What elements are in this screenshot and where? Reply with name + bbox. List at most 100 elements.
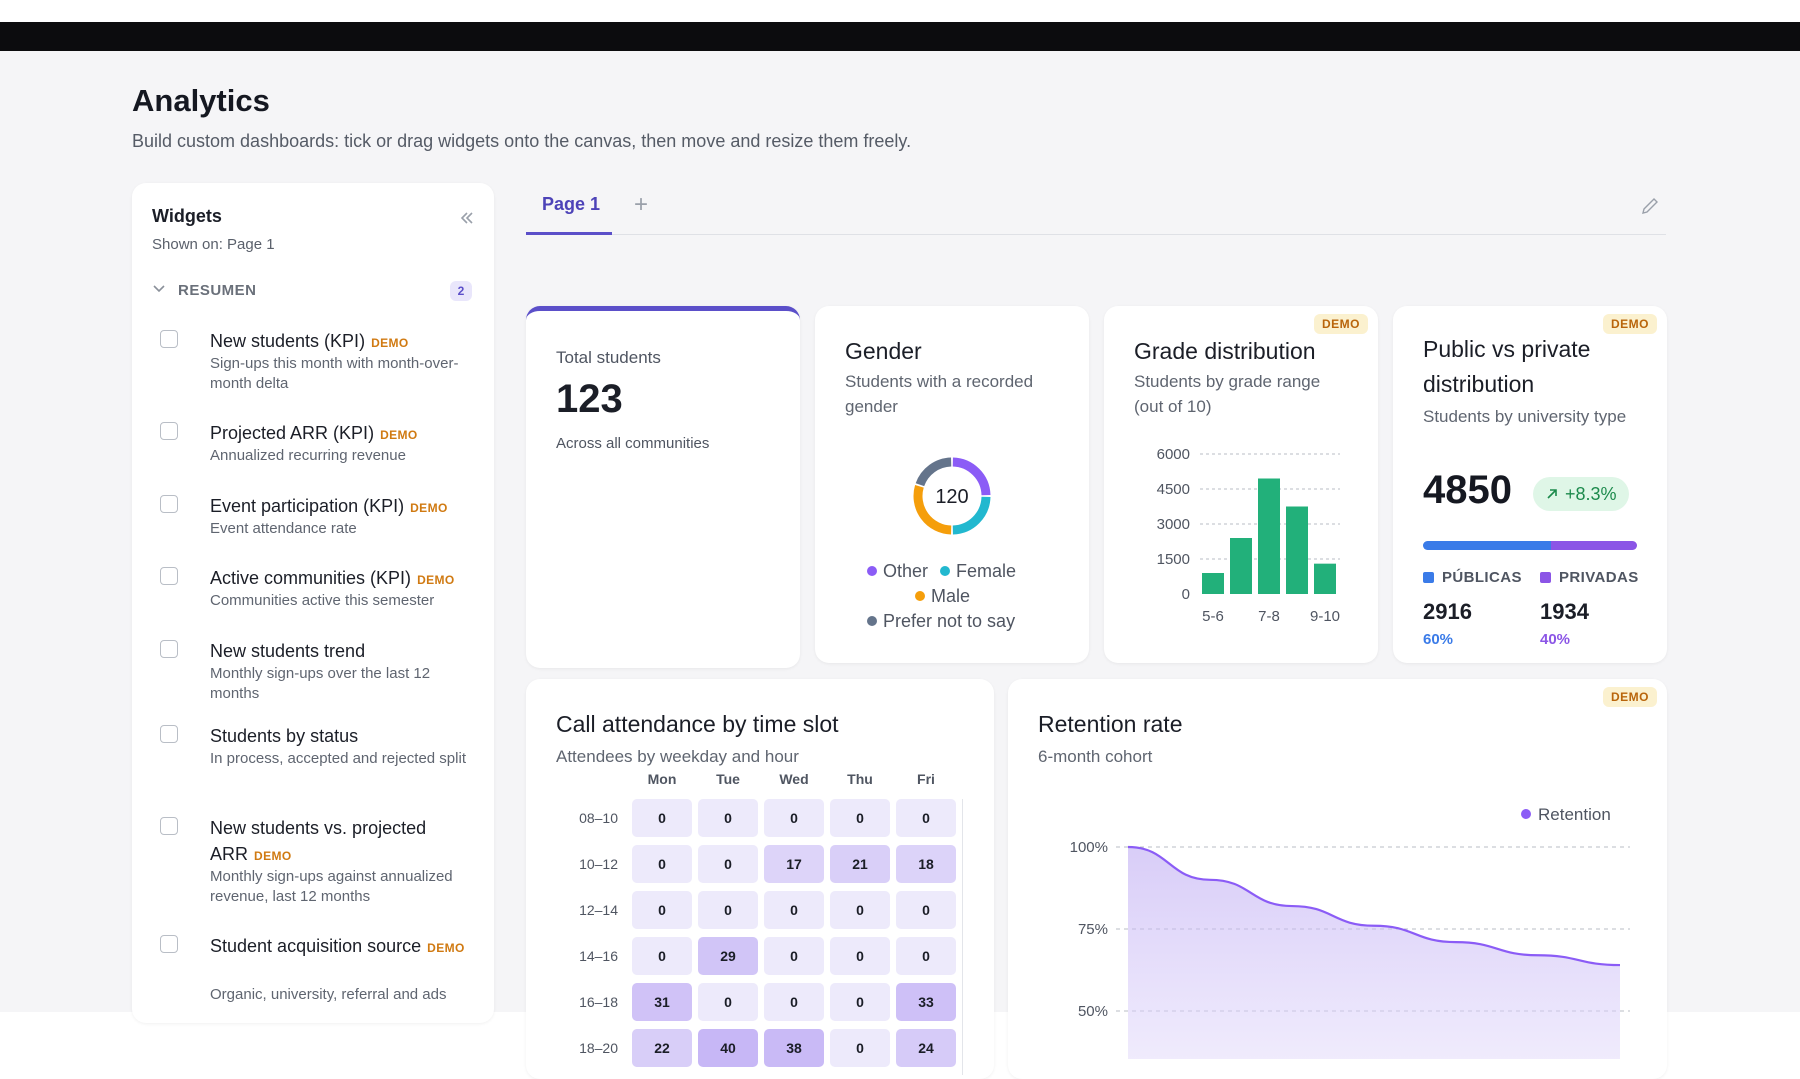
- demo-badge: DEMO: [1603, 687, 1657, 707]
- y-tick-label: 1500: [1157, 551, 1190, 568]
- widget-checkbox[interactable]: [160, 495, 178, 513]
- bar-9-10: [1314, 563, 1336, 594]
- heatmap-cell: 0: [764, 891, 824, 929]
- widget-item[interactable]: Students by status In process, accepted a…: [160, 723, 470, 803]
- card-public-private[interactable]: DEMO Public vs private distribution Stud…: [1393, 306, 1667, 663]
- widget-item[interactable]: New students trend Monthly sign-ups over …: [160, 638, 470, 718]
- retention-title: Retention rate: [1038, 711, 1183, 737]
- publicas-pct: 60%: [1423, 631, 1454, 648]
- widget-checkbox[interactable]: [160, 725, 178, 743]
- add-page-button[interactable]: +: [633, 191, 648, 218]
- widget-name: Student acquisition source DEMO: [210, 936, 465, 956]
- grade-bar-chart: 0 1500 3000 4500 6000 5-6 7-8 9-10: [1157, 446, 1340, 625]
- widget-checkbox[interactable]: [160, 817, 178, 835]
- public-subtitle: Students by university type: [1423, 407, 1627, 426]
- widget-checkbox[interactable]: [160, 567, 178, 585]
- heatmap-slot-label: 18–20: [579, 1040, 618, 1056]
- chevrons-left-icon[interactable]: [454, 205, 480, 231]
- heatmap-day-label: Wed: [779, 771, 809, 787]
- y-tick-label: 6000: [1157, 446, 1190, 463]
- widget-checkbox[interactable]: [160, 935, 178, 953]
- calls-subtitle: Attendees by weekday and hour: [556, 747, 799, 766]
- total-students-value: 123: [556, 377, 623, 421]
- legend-item: Male: [915, 586, 970, 606]
- privadas-pct: 40%: [1540, 631, 1571, 648]
- y-tick-label: 100%: [1070, 839, 1108, 856]
- y-tick-label: 75%: [1078, 921, 1108, 938]
- legend-row: Other Female: [867, 561, 1016, 582]
- heatmap-cell: 0: [830, 891, 890, 929]
- demo-tag: DEMO: [380, 428, 418, 442]
- grade-title: Grade distribution: [1134, 338, 1316, 364]
- card-total-students[interactable]: Total students 123 Across all communitie…: [526, 306, 800, 668]
- sidebar-shown-on: Shown on: Page 1: [152, 236, 275, 253]
- widget-item[interactable]: New students (KPI) DEMO Sign-ups this mont…: [160, 328, 470, 408]
- widget-item[interactable]: Active communities (KPI) DEMO Communities …: [160, 565, 470, 645]
- heatmap-cell: 0: [896, 799, 956, 837]
- heatmap-cell: 17: [764, 845, 824, 883]
- tab-page-1[interactable]: Page 1: [526, 176, 612, 235]
- heatmap-cell: 22: [632, 1029, 692, 1067]
- private-share-fill: [1551, 541, 1637, 550]
- public-share-fill: [1423, 541, 1552, 550]
- donut-slice-prefer-not-to-say: [915, 457, 952, 487]
- legend-label: Retention: [1538, 805, 1611, 824]
- card-grade-distribution[interactable]: DEMO Grade distribution Students by grad…: [1104, 306, 1378, 663]
- legend-privadas: PRIVADAS: [1540, 569, 1639, 586]
- widget-name: New students vs. projected ARR DEMO: [210, 818, 427, 864]
- section-count-badge: 2: [450, 281, 472, 301]
- legend-row: Male: [915, 586, 970, 607]
- heatmap-cell: 0: [632, 891, 692, 929]
- widget-name: New students trend: [210, 641, 366, 661]
- arrow-up-right-icon: [1547, 489, 1557, 499]
- donut-slice-other: [952, 457, 991, 496]
- heatmap-cell: 0: [764, 799, 824, 837]
- widget-name: Active communities (KPI) DEMO: [210, 568, 455, 588]
- legend-row: Prefer not to say: [867, 611, 1015, 632]
- legend-dot: [1521, 809, 1531, 819]
- sidebar-title: Widgets: [152, 206, 222, 226]
- demo-tag: DEMO: [371, 336, 409, 350]
- total-students-label: Total students: [556, 348, 661, 367]
- widget-checkbox[interactable]: [160, 640, 178, 658]
- demo-tag: DEMO: [427, 941, 465, 955]
- heatmap-cell: 0: [830, 983, 890, 1021]
- y-tick-label: 3000: [1157, 516, 1190, 533]
- card-retention-rate[interactable]: DEMO Retention rate 6-month cohort Reten…: [1008, 679, 1667, 1079]
- card-call-attendance[interactable]: Call attendance by time slot Attendees b…: [526, 679, 994, 1079]
- publicas-value: 2916: [1423, 599, 1472, 624]
- page-title: Analytics: [132, 83, 270, 118]
- widget-item[interactable]: New students vs. projected ARR DEMO Monthl…: [160, 815, 470, 905]
- gender-title: Gender: [845, 338, 922, 364]
- heatmap-slot-label: 10–12: [579, 856, 618, 872]
- widget-item[interactable]: Student acquisition source DEMO Organic, u…: [160, 933, 470, 1013]
- heatmap-cell: 0: [830, 799, 890, 837]
- heatmap-cell: 0: [764, 937, 824, 975]
- widget-description: Organic, university, referral and ads: [210, 986, 447, 1003]
- card-gender[interactable]: Gender Students with a recorded gender 1…: [815, 306, 1089, 663]
- section-label: RESUMEN: [178, 282, 257, 299]
- heatmap-cell: 38: [764, 1029, 824, 1067]
- widget-item[interactable]: Projected ARR (KPI) DEMO Annualized recurr…: [160, 420, 470, 500]
- widget-checkbox[interactable]: [160, 422, 178, 440]
- bar-7-8: [1258, 478, 1280, 594]
- x-tick-label: 9-10: [1310, 608, 1340, 625]
- heatmap-cell: 29: [698, 937, 758, 975]
- widget-description: Sign-ups this month with month-over-mont…: [210, 355, 459, 392]
- tab-label: Page 1: [542, 194, 601, 214]
- retention-area: [1128, 847, 1620, 1059]
- legend-item: Other: [867, 561, 928, 581]
- legend-item: Female: [940, 561, 1016, 581]
- pencil-icon[interactable]: [1640, 196, 1660, 216]
- page-subtitle: Build custom dashboards: tick or drag wi…: [132, 131, 912, 151]
- widget-description: Communities active this semester: [210, 592, 435, 609]
- widget-item[interactable]: Event participation (KPI) DEMO Event atten…: [160, 493, 470, 573]
- donut-center-label: 120: [935, 486, 968, 508]
- widget-checkbox[interactable]: [160, 330, 178, 348]
- section-resumen[interactable]: RESUMEN 2: [152, 280, 472, 304]
- heatmap-cell: 0: [830, 1029, 890, 1067]
- retention-subtitle: 6-month cohort: [1038, 747, 1153, 766]
- widget-description: Monthly sign-ups against annualized reve…: [210, 868, 453, 905]
- heatmap-cell: 24: [896, 1029, 956, 1067]
- x-tick-label: 7-8: [1258, 608, 1280, 625]
